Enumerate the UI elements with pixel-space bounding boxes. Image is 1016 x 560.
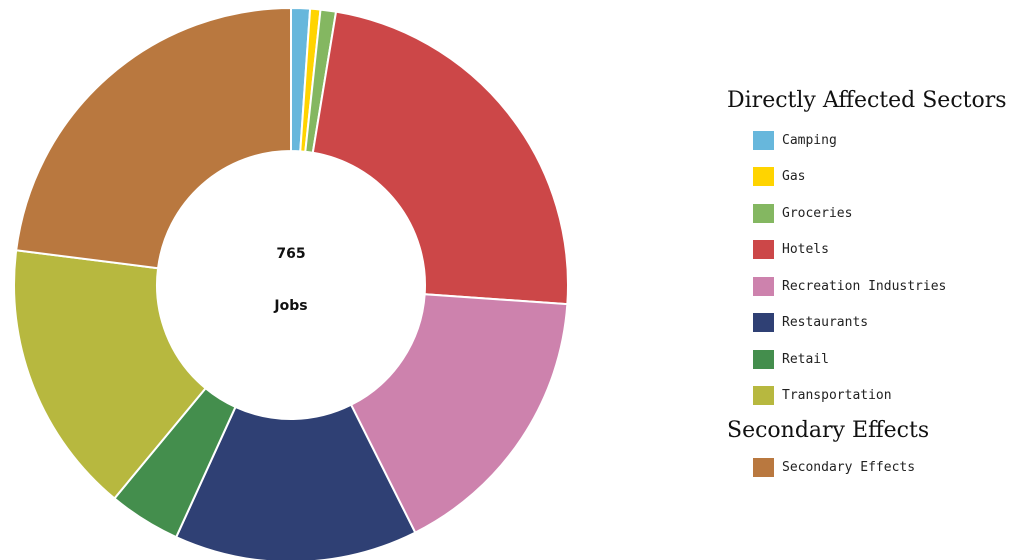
legend-item-recreation-industries[interactable]: Recreation Industries bbox=[753, 268, 1016, 305]
legend-swatch bbox=[753, 167, 774, 187]
legend-item-secondary-effects[interactable]: Secondary Effects bbox=[753, 449, 1016, 486]
legend-swatch bbox=[753, 240, 774, 260]
legend-item-groceries[interactable]: Groceries bbox=[753, 195, 1016, 232]
legend-item-restaurants[interactable]: Restaurants bbox=[753, 305, 1016, 342]
legend-item-hotels[interactable]: Hotels bbox=[753, 232, 1016, 269]
legend-item-gas[interactable]: Gas bbox=[753, 159, 1016, 196]
legend-label: Transportation bbox=[782, 388, 892, 404]
legend-swatch bbox=[753, 130, 774, 150]
legend-item-transportation[interactable]: Transportation bbox=[753, 378, 1016, 415]
legend-swatch bbox=[753, 386, 774, 406]
legend-item-retail[interactable]: Retail bbox=[753, 341, 1016, 378]
slice-secondary-effects[interactable] bbox=[15, 6, 292, 270]
center-total-value: 765 bbox=[276, 246, 306, 262]
donut-svg bbox=[13, 6, 569, 560]
donut-chart: 765 Jobs bbox=[13, 6, 569, 560]
legend-item-camping[interactable]: Camping bbox=[753, 122, 1016, 159]
slice-recreation-industries[interactable] bbox=[349, 293, 569, 534]
legend-group-secondary: Secondary Effects Secondary Effects bbox=[700, 418, 1016, 486]
legend: Directly Affected Sectors Camping Gas Gr… bbox=[700, 88, 1016, 486]
legend-label: Hotels bbox=[782, 242, 829, 258]
legend-group-title: Directly Affected Sectors bbox=[727, 88, 1007, 113]
slice-transportation[interactable] bbox=[13, 249, 207, 500]
slice-restaurants[interactable] bbox=[174, 403, 417, 560]
legend-label: Gas bbox=[782, 169, 806, 185]
legend-swatch bbox=[753, 313, 774, 333]
legend-swatch bbox=[753, 203, 774, 223]
legend-label: Recreation Industries bbox=[782, 278, 947, 294]
legend-label: Secondary Effects bbox=[782, 459, 916, 475]
legend-swatch bbox=[753, 457, 774, 477]
legend-label: Camping bbox=[782, 132, 837, 148]
legend-swatch bbox=[753, 276, 774, 296]
legend-group-direct: Directly Affected Sectors Camping Gas Gr… bbox=[700, 88, 1016, 414]
legend-label: Groceries bbox=[782, 205, 853, 221]
legend-label: Retail bbox=[782, 351, 829, 367]
legend-label: Restaurants bbox=[782, 315, 869, 331]
legend-swatch bbox=[753, 349, 774, 369]
slice-hotels[interactable] bbox=[311, 10, 569, 306]
center-total-label: Jobs bbox=[274, 298, 308, 314]
legend-group-title: Secondary Effects bbox=[727, 418, 930, 443]
